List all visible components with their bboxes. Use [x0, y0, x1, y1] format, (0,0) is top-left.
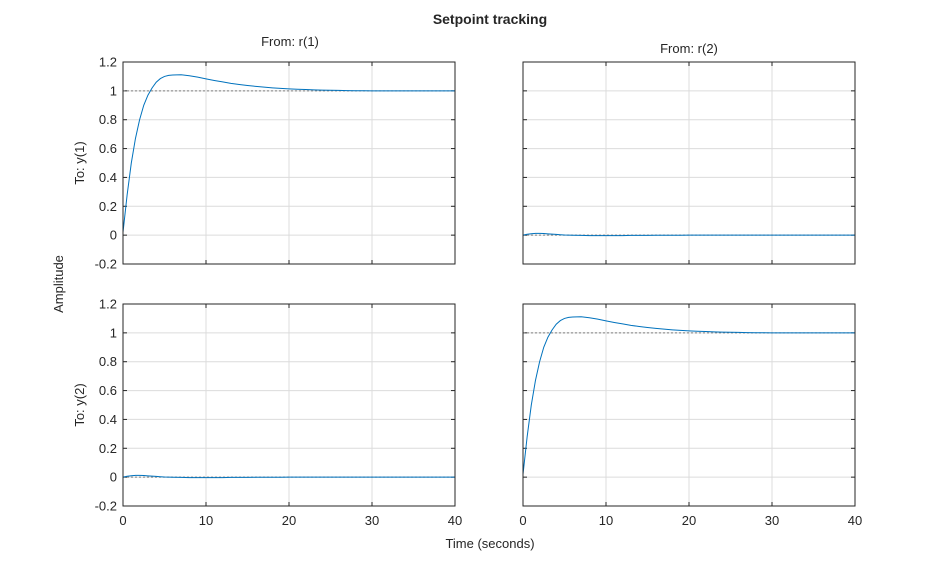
y-tick-label: 1: [110, 83, 117, 98]
x-tick-label: 30: [765, 513, 779, 528]
subplot-r2-c1: -0.200.20.40.60.811.20 10 20 30 40: [95, 297, 463, 529]
subplot-r1-c2: [522, 61, 856, 265]
subplot-r2-c2: 0 10 20 30 40: [519, 303, 862, 528]
x-tick-label: 0: [119, 513, 126, 528]
y-tick-label: -0.2: [95, 499, 117, 514]
axes-frame: [122, 61, 456, 265]
x-tick-label: 10: [599, 513, 613, 528]
x-tick-label: 40: [848, 513, 862, 528]
y-tick-label: 0.8: [99, 112, 117, 127]
column-label-2: From: r(2): [660, 41, 718, 56]
y-tick-label: 0.4: [99, 412, 117, 427]
axes-frame: [122, 303, 456, 507]
row-label-2: To: y(2): [72, 383, 87, 426]
y-axis-label: Amplitude: [51, 255, 66, 313]
row-label-1: To: y(1): [72, 141, 87, 184]
y-tick-label: 1.2: [99, 297, 117, 312]
y-tick-label: 1.2: [99, 55, 117, 70]
y-tick-label: 0.2: [99, 199, 117, 214]
y-tick-label: 0.6: [99, 141, 117, 156]
subplot-r1-c1: -0.2 0 0.2 0.4 0.6 0.8 1 1.2: [95, 55, 456, 272]
y-tick-label: 0.8: [99, 354, 117, 369]
y-tick-label: -0.2: [95, 257, 117, 272]
chart-title: Setpoint tracking: [433, 11, 547, 27]
x-tick-label: 0: [519, 513, 526, 528]
axes-frame: [522, 303, 856, 507]
response-line: [522, 316, 855, 475]
subplot-grid: -0.200.20.40.60.811.2-0.200.20.40.60.811…: [95, 55, 863, 529]
y-tick-label: 0.6: [99, 383, 117, 398]
x-tick-label: 20: [282, 513, 296, 528]
y-tick-label: 0: [110, 228, 117, 243]
x-tick-label: 20: [682, 513, 696, 528]
column-label-1: From: r(1): [261, 34, 319, 49]
x-tick-label: 10: [199, 513, 213, 528]
x-axis-label: Time (seconds): [445, 536, 534, 551]
response-line: [122, 474, 455, 479]
y-tick-label: 1: [110, 325, 117, 340]
axes-frame: [522, 61, 856, 265]
x-tick-label: 40: [448, 513, 462, 528]
y-tick-label: 0: [110, 470, 117, 485]
y-tick-label: 0.2: [99, 441, 117, 456]
response-line: [122, 74, 455, 233]
y-tick-label: 0.4: [99, 170, 117, 185]
response-line: [522, 232, 855, 237]
x-tick-label: 30: [365, 513, 379, 528]
